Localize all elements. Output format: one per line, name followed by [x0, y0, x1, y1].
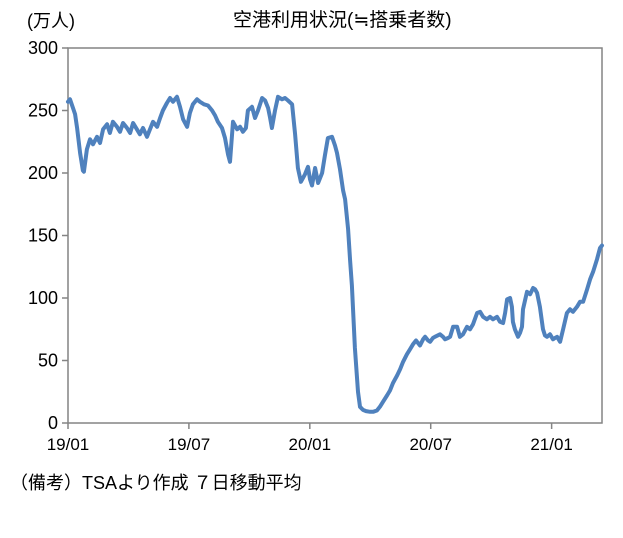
x-tick-label: 21/01 — [530, 435, 573, 454]
x-tick-label: 20/01 — [289, 435, 332, 454]
y-tick-label: 200 — [28, 163, 58, 183]
y-tick-label: 150 — [28, 226, 58, 246]
x-tick-label: 20/07 — [409, 435, 452, 454]
y-axis-unit-label: (万人) — [27, 11, 75, 31]
source-note: （備考）TSAより作成 ７日移動平均 — [10, 473, 302, 493]
chart-title: 空港利用状況(≒搭乗者数) — [233, 10, 452, 31]
y-tick-label: 0 — [48, 413, 58, 433]
x-tick-label: 19/01 — [47, 435, 90, 454]
x-tick-label: 19/07 — [168, 435, 211, 454]
y-tick-label: 250 — [28, 101, 58, 121]
y-tick-label: 300 — [28, 38, 58, 58]
plot-border — [67, 47, 603, 424]
data-line-passengers — [66, 94, 604, 414]
y-tick-label: 50 — [38, 351, 58, 371]
chart-plot-area: 0 50 100 150 200 250 300 19/01 19/07 20/01 20/07 21… — [28, 38, 604, 454]
y-tick-label: 100 — [28, 288, 58, 308]
